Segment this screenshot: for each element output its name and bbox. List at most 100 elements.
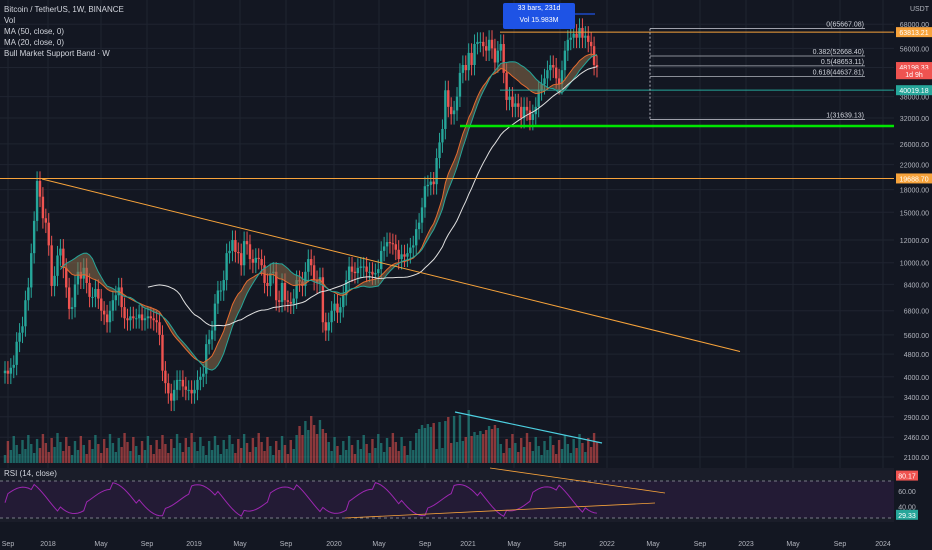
candle-body <box>595 64 599 68</box>
candle-body <box>76 271 80 285</box>
volume-bar <box>82 445 85 463</box>
volume-bar <box>257 433 260 463</box>
price-tag-text: 40019.18 <box>899 88 928 95</box>
volume-bar <box>73 441 77 463</box>
candle-body <box>24 300 27 327</box>
price-axis-label: 68000.00 <box>900 22 929 29</box>
volume-bar <box>324 433 327 463</box>
candle-body <box>108 310 112 323</box>
candle-body <box>391 243 395 245</box>
volume-bar <box>245 443 249 463</box>
candle-body <box>330 310 333 323</box>
candle-body <box>569 37 572 40</box>
candle-body <box>178 379 182 381</box>
volume-bar <box>519 438 523 463</box>
fib-label: 0.382(52668.40) <box>813 49 864 56</box>
volume-bar <box>525 433 529 463</box>
candle-body <box>70 307 74 309</box>
volume-bar <box>339 455 342 463</box>
bull-market-band <box>60 53 597 371</box>
volume-bar <box>210 450 214 463</box>
chart-legend: Bitcoin / TetherUS, 1W, BINANCE Vol MA (… <box>4 4 124 59</box>
candle-body <box>347 266 351 281</box>
candle-body <box>67 287 71 309</box>
volume-bar <box>429 427 432 463</box>
candle-body <box>280 282 284 302</box>
volume-bar <box>310 416 313 463</box>
descending-trendline <box>41 178 741 352</box>
rsi-trendline-bottom <box>344 502 656 519</box>
volume-bar <box>420 425 424 463</box>
candle-body <box>374 273 377 275</box>
volume-bar <box>557 440 561 463</box>
volume-bar <box>318 420 322 463</box>
candle-body <box>493 48 497 63</box>
time-axis-label: May <box>233 541 247 548</box>
volume-bar <box>546 450 549 463</box>
volume-bar <box>161 435 164 463</box>
candle-body <box>546 70 549 79</box>
volume-bar <box>566 444 570 463</box>
volume-bar <box>292 449 295 463</box>
candle-body <box>484 46 488 51</box>
volume-bar <box>307 430 310 463</box>
candle-body <box>525 106 529 111</box>
volume-bar <box>356 440 360 463</box>
candle-body <box>126 318 129 321</box>
candle-body <box>379 250 383 270</box>
volume-bar <box>449 443 453 463</box>
volume-bar <box>312 425 316 463</box>
volume-bar <box>444 421 447 463</box>
volume-bar <box>129 451 132 463</box>
candle-body <box>41 196 45 219</box>
price-axis-label: 2900.00 <box>904 415 929 422</box>
volume-bar <box>379 443 383 463</box>
price-axis-label: 6800.00 <box>904 309 929 316</box>
time-axis-label: 2024 <box>875 541 891 548</box>
volume-bar <box>385 438 389 463</box>
candle-body <box>449 106 453 115</box>
candle-body <box>102 310 106 315</box>
volume-bar <box>3 455 7 463</box>
candle-body <box>187 389 190 391</box>
volume-bar <box>493 425 497 463</box>
time-axis-label: May <box>786 541 800 548</box>
volume-bar <box>123 433 126 463</box>
candle-body <box>56 255 59 276</box>
volume-bar <box>205 455 208 463</box>
candle-body <box>581 27 584 38</box>
candle-body <box>362 266 365 268</box>
candle-body <box>175 379 179 390</box>
candle-body <box>502 44 505 73</box>
rsi-trendline-top <box>489 467 666 494</box>
volume-bar <box>222 440 225 463</box>
candle-body <box>377 269 380 274</box>
price-axis-label: 2460.00 <box>904 435 929 442</box>
candle-body <box>467 52 470 71</box>
candle-body <box>240 253 243 266</box>
candle-body <box>566 39 570 51</box>
volume-bar <box>219 454 223 463</box>
volume-bar <box>280 436 284 463</box>
volume-bar <box>137 455 141 463</box>
candle-body <box>353 271 357 274</box>
candle-body <box>184 386 188 390</box>
volume-bar <box>126 442 129 463</box>
candle-body <box>27 287 30 301</box>
legend-vol: Vol <box>4 16 16 25</box>
candle-body <box>164 370 167 384</box>
price-tag <box>896 85 932 96</box>
candle-body <box>473 44 476 65</box>
volume-bar <box>347 436 351 463</box>
volume-bar <box>543 441 546 463</box>
candle-body <box>146 316 150 319</box>
candle-body <box>517 103 520 107</box>
price-axis-label: 5600.00 <box>904 333 929 340</box>
time-axis-label: 2021 <box>460 541 476 548</box>
candle-body <box>584 35 587 38</box>
price-axis-label: 2100.00 <box>904 455 929 462</box>
candle-body <box>426 184 430 187</box>
price-tag-text: 1d 9h <box>905 72 923 79</box>
volume-bar <box>528 442 532 463</box>
